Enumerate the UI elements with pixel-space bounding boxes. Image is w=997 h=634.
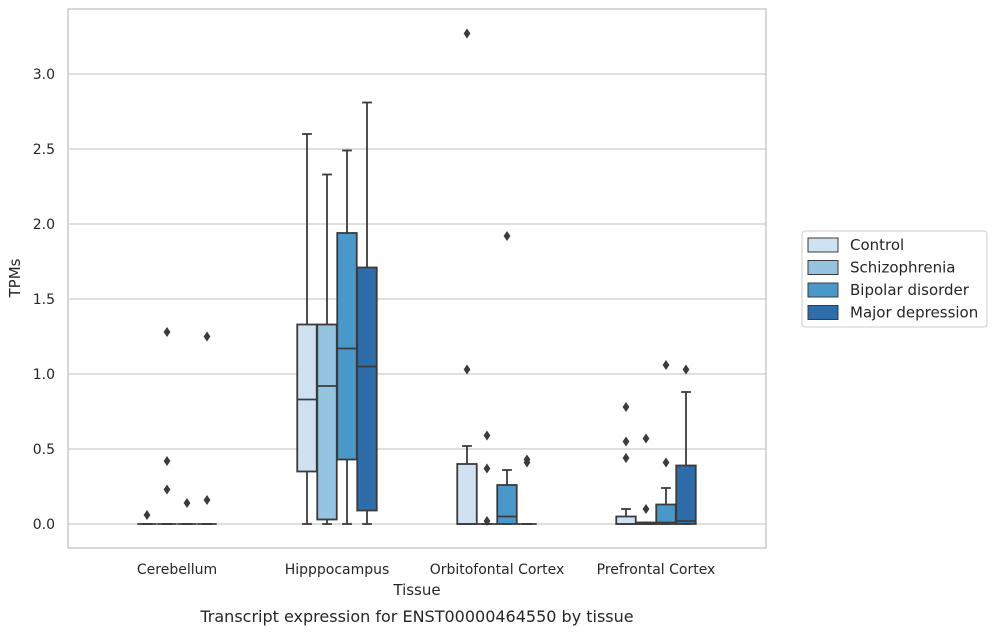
box-iqr (296, 323, 318, 473)
box-groups (137, 28, 697, 526)
box-iqr (615, 515, 637, 525)
legend-swatch (807, 305, 839, 320)
outlier-point (662, 360, 670, 370)
y-tick-label: 1.0 (33, 367, 55, 383)
outlier-point (622, 453, 630, 463)
outlier-point (163, 484, 171, 495)
outlier-point (163, 456, 171, 466)
box-schizophrenia (157, 327, 177, 525)
legend: Control Schizophrenia Bipolar disorder Majo… (801, 230, 988, 328)
outlier-point (642, 433, 650, 444)
y-tick-label: 0.0 (33, 517, 55, 533)
legend-swatch (807, 237, 839, 253)
figure-caption: Transcript expression for ENST0000046455… (199, 607, 633, 626)
box-bipolar-disorder (496, 231, 518, 525)
x-tick-label: Prefrontal Cortex (597, 562, 716, 578)
legend-label: Bipolar disorder (850, 281, 970, 299)
box-iqr (316, 323, 338, 521)
outlier-point (483, 516, 491, 526)
box-schizophrenia (635, 433, 657, 525)
outlier-point (483, 430, 491, 441)
box-iqr (655, 503, 677, 525)
legend-swatch (807, 260, 839, 275)
y-tick-label: 3.0 (33, 67, 55, 83)
box-major-depression (675, 364, 697, 525)
outlier-point (163, 327, 171, 337)
x-axis-label: Tissue (392, 581, 440, 599)
legend-swatch (807, 282, 839, 298)
outlier-point (662, 457, 670, 468)
x-tick-label: Orbitofontal Cortex (430, 562, 565, 578)
box-control (456, 28, 478, 525)
y-tick-label: 0.5 (33, 442, 55, 458)
box-major-depression (356, 101, 378, 525)
box-control (137, 510, 157, 525)
box-iqr (356, 266, 378, 512)
box-schizophrenia (316, 173, 338, 525)
outlier-point (642, 504, 650, 514)
legend-label: Major depression (850, 304, 978, 322)
box-bipolar-disorder (177, 498, 197, 525)
outlier-point (483, 463, 491, 474)
outlier-point (203, 331, 211, 342)
outlier-point (203, 495, 211, 505)
box-bipolar-disorder (336, 149, 358, 525)
outlier-point (622, 436, 630, 447)
x-tick-label: Cerebellum (137, 562, 217, 578)
y-tick-label: 2.0 (33, 217, 55, 233)
box-iqr (336, 232, 358, 461)
legend-label: Schizophrenia (850, 259, 955, 277)
y-axis-label: TPMs (6, 258, 24, 298)
box-major-depression (517, 454, 537, 525)
y-axis-ticks: 0.0 0.5 1.0 1.5 2.0 2.5 3.0 (33, 67, 55, 533)
outlier-point (503, 231, 511, 241)
plot-area-frame (67, 8, 767, 549)
outlier-point (463, 28, 471, 39)
y-tick-label: 1.5 (33, 292, 55, 308)
x-tick-label: Hipppocampus (285, 562, 390, 578)
box-bipolar-disorder (655, 360, 677, 525)
box-control (615, 402, 637, 525)
box-control (296, 133, 318, 525)
legend-label: Control (850, 236, 904, 254)
outlier-point (682, 364, 690, 375)
box-iqr (675, 464, 697, 525)
outlier-point (622, 402, 630, 412)
outlier-point (143, 510, 151, 520)
x-axis-ticks: Cerebellum Hipppocampus Orbitofontal Corte… (137, 562, 715, 578)
outlier-point (523, 454, 531, 465)
outlier-point (463, 364, 471, 375)
box-major-depression (197, 331, 217, 525)
gridlines (68, 73, 766, 525)
box-iqr (496, 484, 518, 525)
box-schizophrenia (477, 430, 497, 526)
y-tick-label: 2.5 (33, 142, 55, 158)
box-iqr (456, 463, 478, 525)
legend-frame (801, 230, 988, 328)
outlier-point (183, 498, 191, 508)
